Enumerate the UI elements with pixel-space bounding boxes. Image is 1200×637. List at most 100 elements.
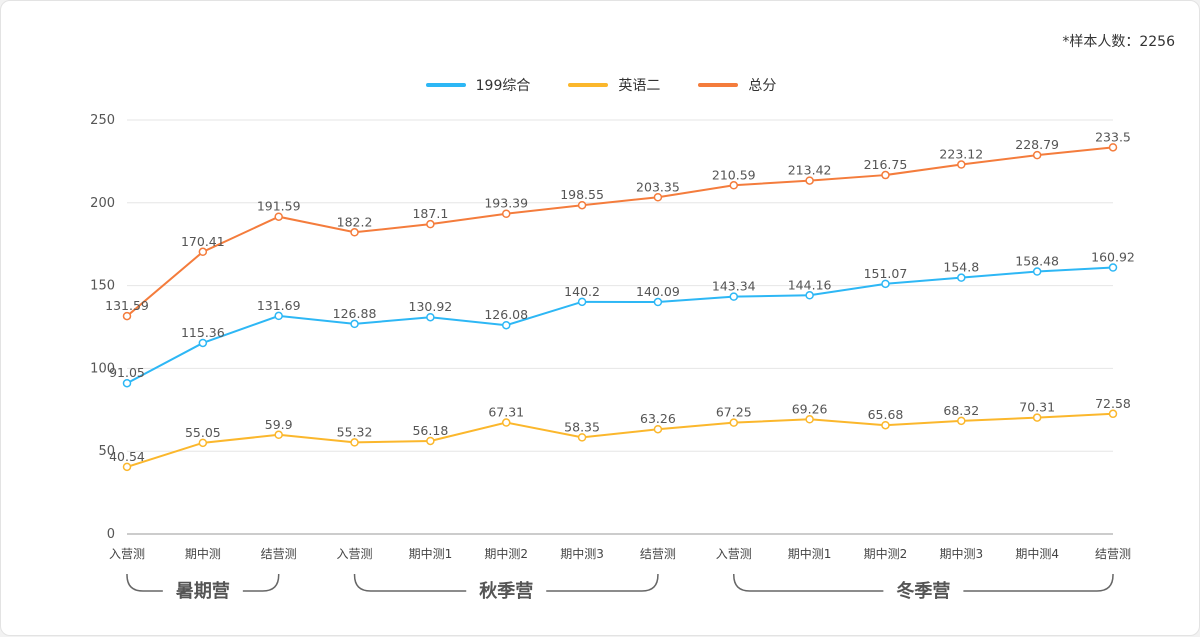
- data-point[interactable]: [350, 319, 359, 329]
- series-line: [126, 146, 1114, 317]
- y-tick-label: 250: [90, 113, 115, 128]
- data-point[interactable]: [426, 219, 435, 229]
- data-label: 158.48: [1015, 254, 1059, 269]
- data-label: 55.05: [185, 425, 221, 440]
- data-point[interactable]: [805, 415, 814, 424]
- data-point[interactable]: [122, 462, 132, 472]
- data-point[interactable]: [274, 311, 283, 321]
- data-label: 144.16: [788, 277, 832, 292]
- group-label: 暑期营: [176, 580, 230, 602]
- data-point[interactable]: [501, 209, 511, 218]
- data-point[interactable]: [274, 430, 283, 440]
- legend-label: 英语二: [618, 78, 661, 94]
- legend-swatch: [698, 83, 739, 87]
- data-point[interactable]: [122, 311, 132, 321]
- data-point[interactable]: [426, 436, 435, 446]
- x-tick-label: 期中测2: [484, 546, 528, 561]
- data-label: 193.39: [484, 196, 528, 211]
- data-label: 216.75: [864, 157, 908, 172]
- data-label: 233.5: [1095, 129, 1131, 144]
- data-label: 68.32: [943, 403, 979, 418]
- data-point[interactable]: [957, 160, 966, 169]
- data-point[interactable]: [198, 338, 208, 348]
- data-point[interactable]: [805, 176, 814, 185]
- data-point[interactable]: [350, 438, 359, 447]
- data-point[interactable]: [1032, 267, 1042, 276]
- data-point[interactable]: [881, 279, 890, 289]
- data-point[interactable]: [501, 320, 511, 330]
- data-point[interactable]: [501, 418, 511, 427]
- data-point[interactable]: [577, 433, 587, 442]
- data-label: 67.25: [716, 405, 752, 420]
- data-label: 210.59: [712, 167, 756, 182]
- legend-item[interactable]: 199综合: [425, 75, 530, 95]
- y-tick-label: 100: [90, 361, 115, 376]
- series-line: [126, 266, 1114, 385]
- data-point[interactable]: [577, 297, 587, 307]
- data-point[interactable]: [729, 181, 739, 190]
- y-tick-label: 50: [98, 444, 115, 459]
- data-label: 70.31: [1019, 400, 1055, 415]
- x-tick-label: 期中测1: [788, 546, 832, 561]
- x-tick-label: 期中测4: [1015, 546, 1059, 561]
- group-bracket: [353, 574, 467, 592]
- data-point[interactable]: [805, 291, 814, 300]
- data-label: 69.26: [792, 401, 828, 416]
- group-label: 冬季营: [896, 580, 950, 602]
- group-label: 秋季营: [479, 580, 533, 602]
- data-label: 126.88: [333, 306, 377, 321]
- data-label: 65.68: [868, 407, 904, 422]
- data-point[interactable]: [881, 170, 890, 180]
- data-point[interactable]: [198, 247, 208, 257]
- x-tick-label: 结营测: [261, 547, 297, 561]
- data-label: 131.59: [105, 298, 149, 313]
- series-line: [126, 412, 1114, 468]
- data-point[interactable]: [577, 200, 587, 210]
- data-label: 131.69: [257, 298, 301, 313]
- data-label: 59.9: [265, 417, 293, 432]
- data-label: 182.2: [337, 214, 373, 229]
- x-tick-label: 入营测: [337, 547, 373, 561]
- data-label: 160.92: [1091, 250, 1135, 265]
- data-label: 228.79: [1015, 137, 1059, 152]
- data-point[interactable]: [274, 212, 283, 221]
- data-point[interactable]: [729, 418, 739, 427]
- data-label: 223.12: [939, 147, 983, 162]
- data-point[interactable]: [1032, 150, 1042, 160]
- data-label: 140.2: [564, 284, 600, 299]
- data-point[interactable]: [1108, 263, 1118, 272]
- data-label: 72.58: [1095, 396, 1131, 411]
- x-tick-label: 结营测: [640, 547, 676, 561]
- group-bracket: [733, 574, 884, 592]
- legend-item[interactable]: 总分: [698, 75, 776, 95]
- data-point[interactable]: [350, 228, 359, 237]
- data-label: 115.36: [181, 325, 225, 340]
- data-point[interactable]: [653, 193, 663, 202]
- legend-item[interactable]: 英语二: [568, 75, 660, 95]
- x-tick-label: 期中测1: [409, 546, 453, 561]
- data-label: 67.31: [488, 405, 524, 420]
- data-point[interactable]: [957, 416, 966, 426]
- data-point[interactable]: [122, 378, 132, 388]
- data-label: 191.59: [257, 199, 301, 214]
- data-label: 91.05: [109, 365, 145, 380]
- data-point[interactable]: [1032, 413, 1042, 422]
- data-point[interactable]: [1108, 143, 1118, 152]
- group-bracket: [126, 574, 163, 592]
- data-point[interactable]: [957, 273, 966, 282]
- data-label: 56.18: [412, 423, 448, 438]
- data-point[interactable]: [653, 424, 663, 434]
- data-point[interactable]: [198, 438, 208, 448]
- data-point[interactable]: [729, 292, 739, 301]
- data-point[interactable]: [653, 297, 663, 307]
- data-point[interactable]: [881, 420, 890, 430]
- x-tick-label: 入营测: [716, 547, 752, 561]
- x-tick-label: 期中测2: [864, 546, 908, 561]
- sample-size-note: *样本人数：2256: [1062, 34, 1175, 50]
- data-point[interactable]: [426, 312, 435, 322]
- data-label: 55.32: [337, 424, 373, 439]
- data-point[interactable]: [1108, 409, 1118, 419]
- data-label: 151.07: [864, 266, 908, 281]
